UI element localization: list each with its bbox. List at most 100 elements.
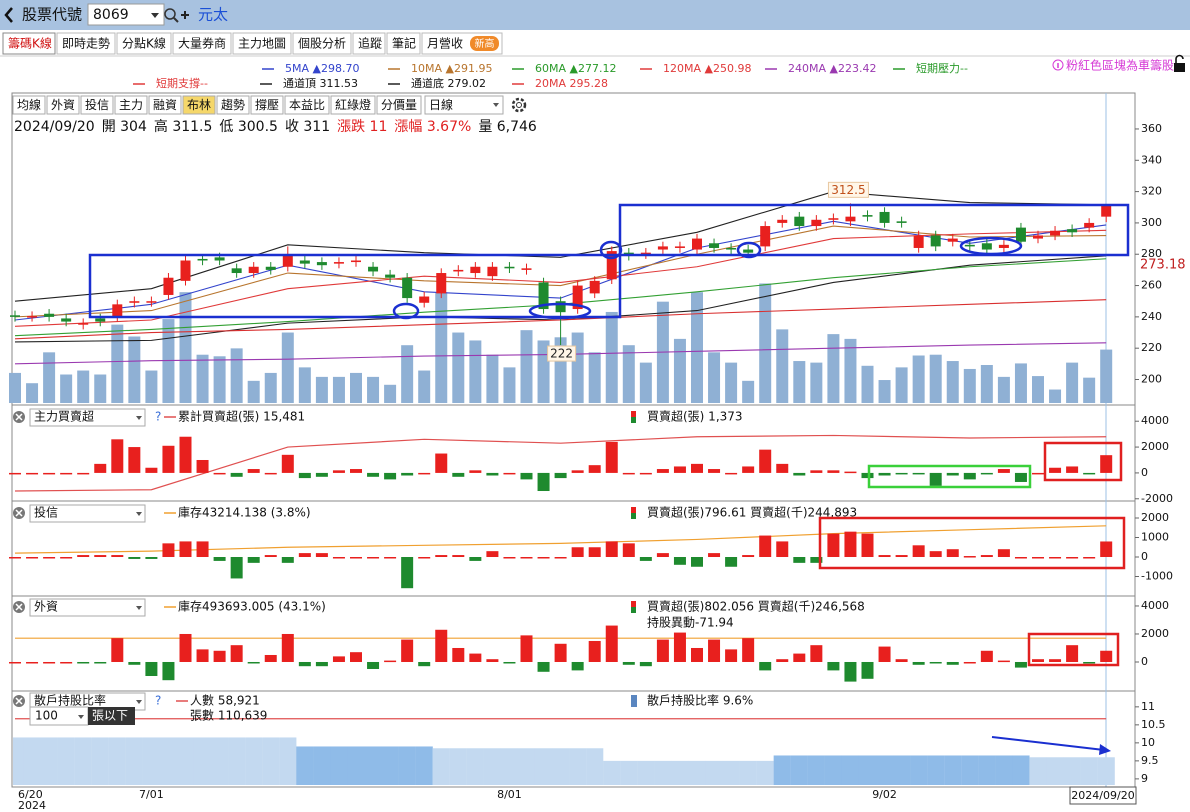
- volume-bar: [588, 352, 601, 403]
- tab[interactable]: [2, 32, 56, 55]
- tab[interactable]: [292, 32, 352, 55]
- flow-bar: [77, 661, 90, 664]
- volume-bar: [469, 340, 482, 403]
- tool-button[interactable]: [46, 95, 80, 115]
- y-tick-label: 280: [1141, 247, 1162, 260]
- flow-bar: [980, 650, 993, 662]
- tab-label: 個股分析: [298, 37, 346, 51]
- retail-area: [552, 748, 570, 785]
- tab[interactable]: [116, 32, 172, 55]
- tab[interactable]: [352, 32, 386, 55]
- flow-bar: [639, 661, 652, 667]
- tab[interactable]: [232, 32, 292, 55]
- tool-button[interactable]: [330, 95, 376, 115]
- lock-icon[interactable]: [1174, 63, 1185, 72]
- back-button[interactable]: [4, 7, 13, 23]
- chart-frame: [11, 92, 1136, 788]
- flow-bar: [810, 470, 823, 473]
- retail-area: [483, 748, 501, 785]
- candle-body: [760, 226, 771, 247]
- flow-bar: [77, 555, 90, 558]
- unit-label: 張以下: [92, 709, 128, 723]
- candle-body: [913, 235, 924, 248]
- volume-bar: [725, 362, 738, 403]
- candle-body: [794, 216, 805, 227]
- settings-icon[interactable]: [511, 97, 527, 113]
- panel-select[interactable]: [29, 504, 146, 523]
- volume-bar: [196, 354, 209, 403]
- retail-area: [1097, 757, 1115, 785]
- tool-button[interactable]: [216, 95, 250, 115]
- flow-bar: [759, 449, 772, 473]
- tool-button[interactable]: [182, 95, 216, 115]
- panel-select[interactable]: [29, 408, 146, 427]
- y-tick-label: 4000: [1141, 414, 1169, 427]
- candle-body: [368, 266, 379, 272]
- volume-bar: [929, 354, 942, 403]
- tool-button[interactable]: [148, 95, 182, 115]
- flow-bar: [810, 557, 823, 563]
- candle-body: [44, 313, 55, 317]
- volume-bar: [281, 332, 294, 403]
- retail-area: [228, 737, 246, 785]
- tool-button[interactable]: [114, 95, 148, 115]
- legend-label: 120MA ▲250.98: [663, 62, 751, 75]
- retail-area: [159, 737, 178, 785]
- candle-body: [231, 268, 242, 274]
- flow-bar: [537, 661, 550, 672]
- flow-bar: [571, 661, 584, 671]
- panel-legend: 庫存43214.138 (3.8%): [178, 506, 311, 520]
- flow-bar: [145, 661, 158, 676]
- flow-bar: [26, 557, 39, 559]
- retail-area: [534, 748, 553, 785]
- tool-button[interactable]: [80, 95, 114, 115]
- tool-button[interactable]: [284, 95, 330, 115]
- candle-body: [777, 219, 788, 223]
- tab[interactable]: [386, 32, 421, 55]
- flow-bar: [929, 472, 942, 486]
- legend-label: 通道頂 311.53: [283, 76, 358, 90]
- volume-bar: [776, 329, 789, 403]
- candle-body: [743, 249, 754, 253]
- candle-body: [487, 266, 498, 277]
- volume-bar: [708, 352, 721, 403]
- flow-bar: [1066, 466, 1079, 473]
- code-input[interactable]: [87, 3, 165, 26]
- candle-body: [351, 260, 361, 263]
- flow-bar: [1032, 659, 1044, 662]
- help-icon[interactable]: ?: [155, 410, 161, 424]
- retail-area: [347, 746, 365, 785]
- search-icon[interactable]: [164, 8, 176, 20]
- candle-body: [606, 251, 617, 280]
- panel-select[interactable]: [29, 598, 146, 617]
- flow-bar: [725, 649, 738, 662]
- tool-button[interactable]: [250, 95, 284, 115]
- tool-button[interactable]: [12, 95, 46, 115]
- tab[interactable]: [172, 32, 232, 55]
- add-icon[interactable]: [181, 11, 189, 19]
- tab[interactable]: [56, 32, 116, 55]
- period-select[interactable]: [424, 95, 504, 115]
- close-icon-x: [15, 697, 23, 705]
- panel-legend: 散戶持股比率 9.6%: [647, 693, 753, 708]
- flow-bar: [111, 555, 124, 558]
- tool-label: 投信: [85, 97, 109, 112]
- volume-bar: [315, 376, 328, 403]
- flow-bar: [622, 472, 635, 475]
- volume-bar: [605, 311, 618, 403]
- flow-bar: [367, 661, 380, 669]
- flow-bar: [1083, 472, 1096, 475]
- flow-bar: [827, 661, 840, 671]
- year-label: 2024: [18, 799, 46, 812]
- candle-body: [657, 246, 668, 250]
- flow-bar: [844, 471, 857, 474]
- flow-bar: [469, 557, 482, 561]
- help-icon[interactable]: ?: [155, 694, 161, 708]
- tool-button[interactable]: [376, 95, 422, 115]
- high-label-box: [827, 181, 869, 198]
- candle-body: [112, 304, 123, 317]
- candle-body: [78, 323, 89, 325]
- flow-bar: [878, 555, 891, 558]
- retail-area: [23, 737, 41, 785]
